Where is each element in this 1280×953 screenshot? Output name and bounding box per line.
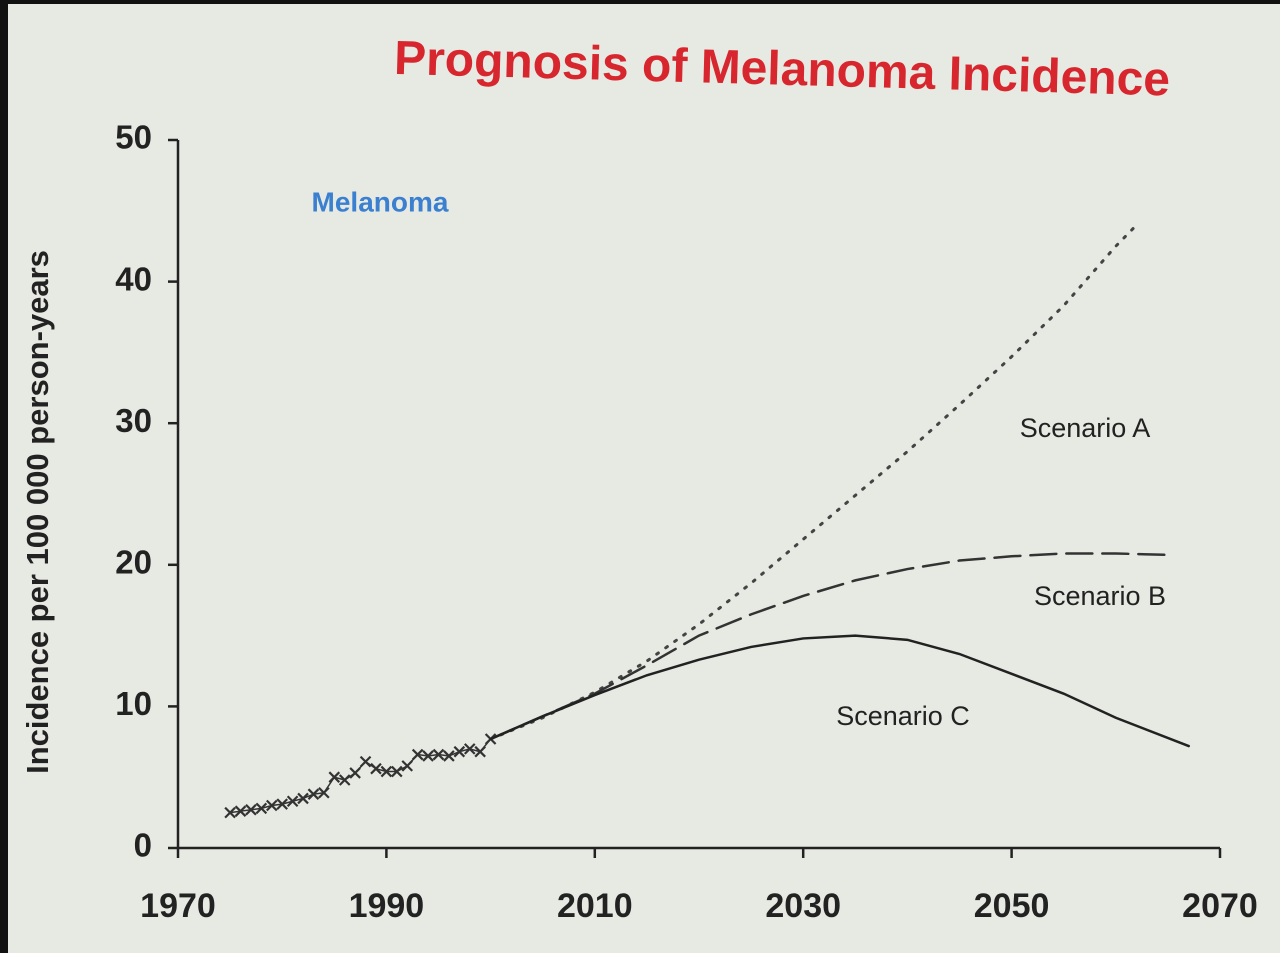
data-marker [370,762,382,775]
scenario-line [489,552,1170,741]
x-tick-label: 1970 [140,887,216,925]
x-tick-label: 1990 [349,887,425,925]
data-marker [443,750,455,762]
scenario-line [489,223,1139,741]
data-marker [380,765,393,778]
data-marker [297,792,309,805]
x-tick-label: 2030 [765,887,841,925]
data-marker [401,760,414,772]
x-tick-label: 2070 [1182,887,1258,925]
series-label: Scenario A [1020,413,1151,443]
series-label: Scenario B [1034,581,1166,611]
slide-background [8,4,1280,953]
data-marker [432,748,445,761]
data-marker [411,748,424,761]
data-marker [349,767,361,779]
y-tick-label: 0 [134,827,152,864]
data-marker [255,802,268,815]
x-tick-label: 2050 [974,887,1050,925]
data-marker [266,799,278,812]
data-marker [328,771,341,783]
y-tick-label: 50 [115,119,152,156]
scenario-line [489,634,1190,748]
annotation: Melanoma [312,186,449,217]
data-marker [463,743,476,755]
data-marker [391,765,403,778]
data-marker [234,805,247,817]
y-tick-label: 40 [115,260,152,297]
data-marker [359,755,372,768]
y-tick-label: 30 [115,402,152,439]
y-axis-label: Incidence per 100 000 person-years [20,250,55,774]
data-marker [245,803,257,816]
data-marker [422,750,434,762]
series-label: Scenario C [836,701,970,731]
data-marker [307,788,320,800]
y-tick-label: 10 [115,685,152,722]
x-tick-label: 2010 [557,887,633,925]
data-marker [453,745,466,758]
data-marker [224,806,236,819]
data-marker [276,798,288,810]
data-marker [474,745,486,758]
data-marker [286,795,299,808]
y-tick-label: 20 [115,544,152,581]
data-marker [318,786,330,799]
data-marker [338,774,351,786]
